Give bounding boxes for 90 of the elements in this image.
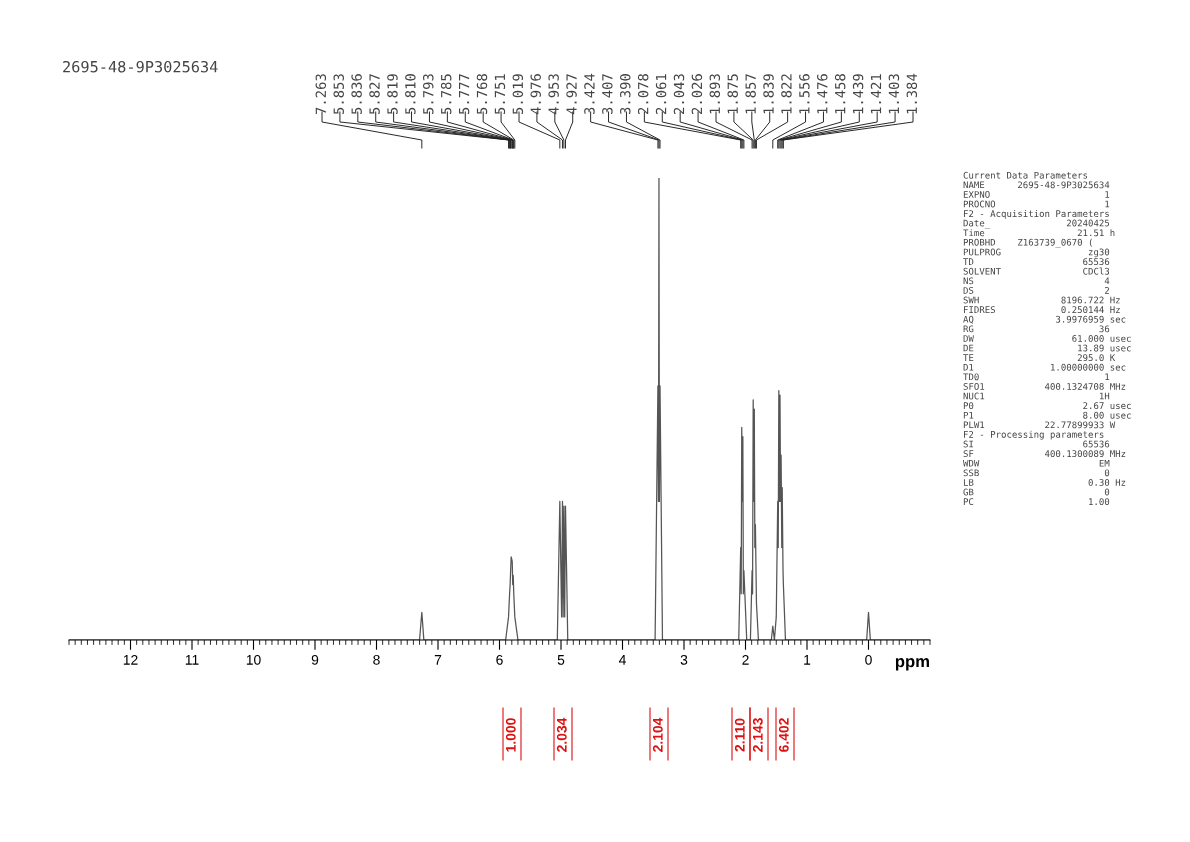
text: P0 2.67 usec bbox=[963, 402, 1131, 410]
text: 5.827 bbox=[369, 74, 380, 115]
x-tick-label: 3 bbox=[680, 654, 688, 665]
text: 1.439 bbox=[852, 74, 864, 114]
text: PC 1.00 bbox=[963, 498, 1110, 506]
x-tick-label: 11 bbox=[185, 655, 199, 665]
text: SOLVENT CDCl3 bbox=[963, 267, 1110, 275]
text: NAME 2695-48-9P3025634 bbox=[963, 181, 1110, 189]
text: P1 8.00 usec bbox=[963, 411, 1131, 419]
text: 5.853 bbox=[333, 74, 344, 115]
text: 1.893 bbox=[709, 74, 721, 114]
text: 5.793 bbox=[423, 74, 434, 115]
text: WDW EM bbox=[963, 459, 1110, 467]
text: 5.836 bbox=[351, 74, 362, 115]
text: NS 4 bbox=[963, 277, 1110, 285]
text: LB 0.30 Hz bbox=[963, 479, 1126, 486]
text: PULPROG zg30 bbox=[963, 248, 1110, 258]
text: 1.458 bbox=[834, 74, 846, 114]
text: 7.263 bbox=[315, 74, 327, 115]
x-tick-label: 1 bbox=[804, 655, 811, 665]
text: 5.810 bbox=[405, 74, 416, 115]
text: Current Data Parameters bbox=[963, 171, 1088, 179]
text: 2.143 bbox=[752, 718, 763, 752]
text: 2.104 bbox=[652, 717, 663, 752]
text: GB 0 bbox=[963, 488, 1110, 496]
x-tick-label: 7 bbox=[434, 655, 442, 665]
x-tick-label: 5 bbox=[557, 655, 565, 665]
text: DW 61.000 usec bbox=[963, 335, 1131, 342]
text: EXPNO 1 bbox=[963, 191, 1110, 198]
text: 1.556 bbox=[799, 74, 810, 114]
text: 5.819 bbox=[387, 74, 398, 115]
text: NUC1 1H bbox=[963, 392, 1110, 400]
text: PROCNO 1 bbox=[963, 200, 1110, 208]
x-tick-label: 6 bbox=[496, 654, 503, 665]
chart-title: 2695-48-9P3025634 bbox=[63, 60, 218, 73]
text: RG 36 bbox=[963, 325, 1110, 333]
text: 3.390 bbox=[620, 74, 631, 115]
text: 1.403 bbox=[888, 74, 900, 114]
text: 1.822 bbox=[781, 74, 792, 114]
text: 4.953 bbox=[548, 74, 559, 115]
x-axis-title: ppm bbox=[895, 658, 929, 671]
text: Time 21.51 h bbox=[963, 229, 1115, 237]
text: 1.875 bbox=[727, 74, 738, 114]
text: SSB 0 bbox=[963, 469, 1110, 477]
text: 5.019 bbox=[512, 74, 524, 115]
text: 5.785 bbox=[440, 74, 452, 115]
text: 3.424 bbox=[584, 73, 595, 115]
text: SWH 8196.722 Hz bbox=[963, 296, 1120, 304]
text: F2 - Acquisition Parameters bbox=[964, 210, 1109, 219]
text: 5.768 bbox=[476, 74, 488, 115]
text: 1.857 bbox=[745, 74, 756, 114]
x-tick-label: 2 bbox=[742, 654, 749, 665]
text: 1.384 bbox=[906, 73, 918, 114]
text: 4.927 bbox=[566, 74, 577, 115]
text: 2.026 bbox=[691, 74, 703, 114]
text: 5.751 bbox=[494, 74, 506, 115]
text: 1.421 bbox=[870, 74, 882, 114]
text: 2.078 bbox=[637, 74, 649, 114]
text: 2.061 bbox=[655, 74, 667, 114]
text: AQ 3.9976959 sec bbox=[963, 315, 1126, 324]
text: 4.976 bbox=[530, 74, 541, 115]
text: F2 - Processing parameters bbox=[964, 430, 1104, 440]
text: DS 2 bbox=[963, 287, 1109, 294]
text: Date_ 20240425 bbox=[963, 219, 1110, 229]
text: 1.476 bbox=[817, 74, 828, 114]
text: 2.110 bbox=[734, 718, 745, 752]
x-tick-label: 0 bbox=[865, 654, 872, 665]
x-tick-label: 9 bbox=[311, 654, 319, 665]
text: DE 13.89 usec bbox=[963, 344, 1131, 352]
text: SF 400.1300089 MHz bbox=[963, 450, 1126, 458]
text: D1 1.00000000 sec bbox=[963, 363, 1126, 371]
text: 3.407 bbox=[602, 74, 613, 115]
text: SFO1 400.1324708 MHz bbox=[963, 383, 1126, 390]
text: PLW1 22.77899933 W bbox=[963, 421, 1116, 429]
text: 6.402 bbox=[778, 718, 789, 752]
text: 2.043 bbox=[673, 74, 685, 114]
text: 1.000 bbox=[505, 718, 516, 752]
text: TD0 1 bbox=[963, 373, 1110, 381]
x-tick-label: 4 bbox=[618, 655, 626, 665]
x-tick-label: 8 bbox=[373, 654, 380, 665]
x-tick-label: 10 bbox=[246, 654, 261, 665]
text: SI 65536 bbox=[963, 440, 1110, 448]
text: PROBHD Z163739_0670 ( bbox=[963, 238, 1092, 248]
text: 2.034 bbox=[556, 717, 567, 752]
text: 5.777 bbox=[459, 74, 470, 115]
text: 1.839 bbox=[763, 74, 774, 114]
text: TE 295.0 K bbox=[963, 354, 1116, 362]
text: TD 65536 bbox=[963, 258, 1110, 266]
text: FIDRES 0.250144 Hz bbox=[964, 306, 1120, 314]
x-tick-label: 12 bbox=[123, 654, 138, 665]
